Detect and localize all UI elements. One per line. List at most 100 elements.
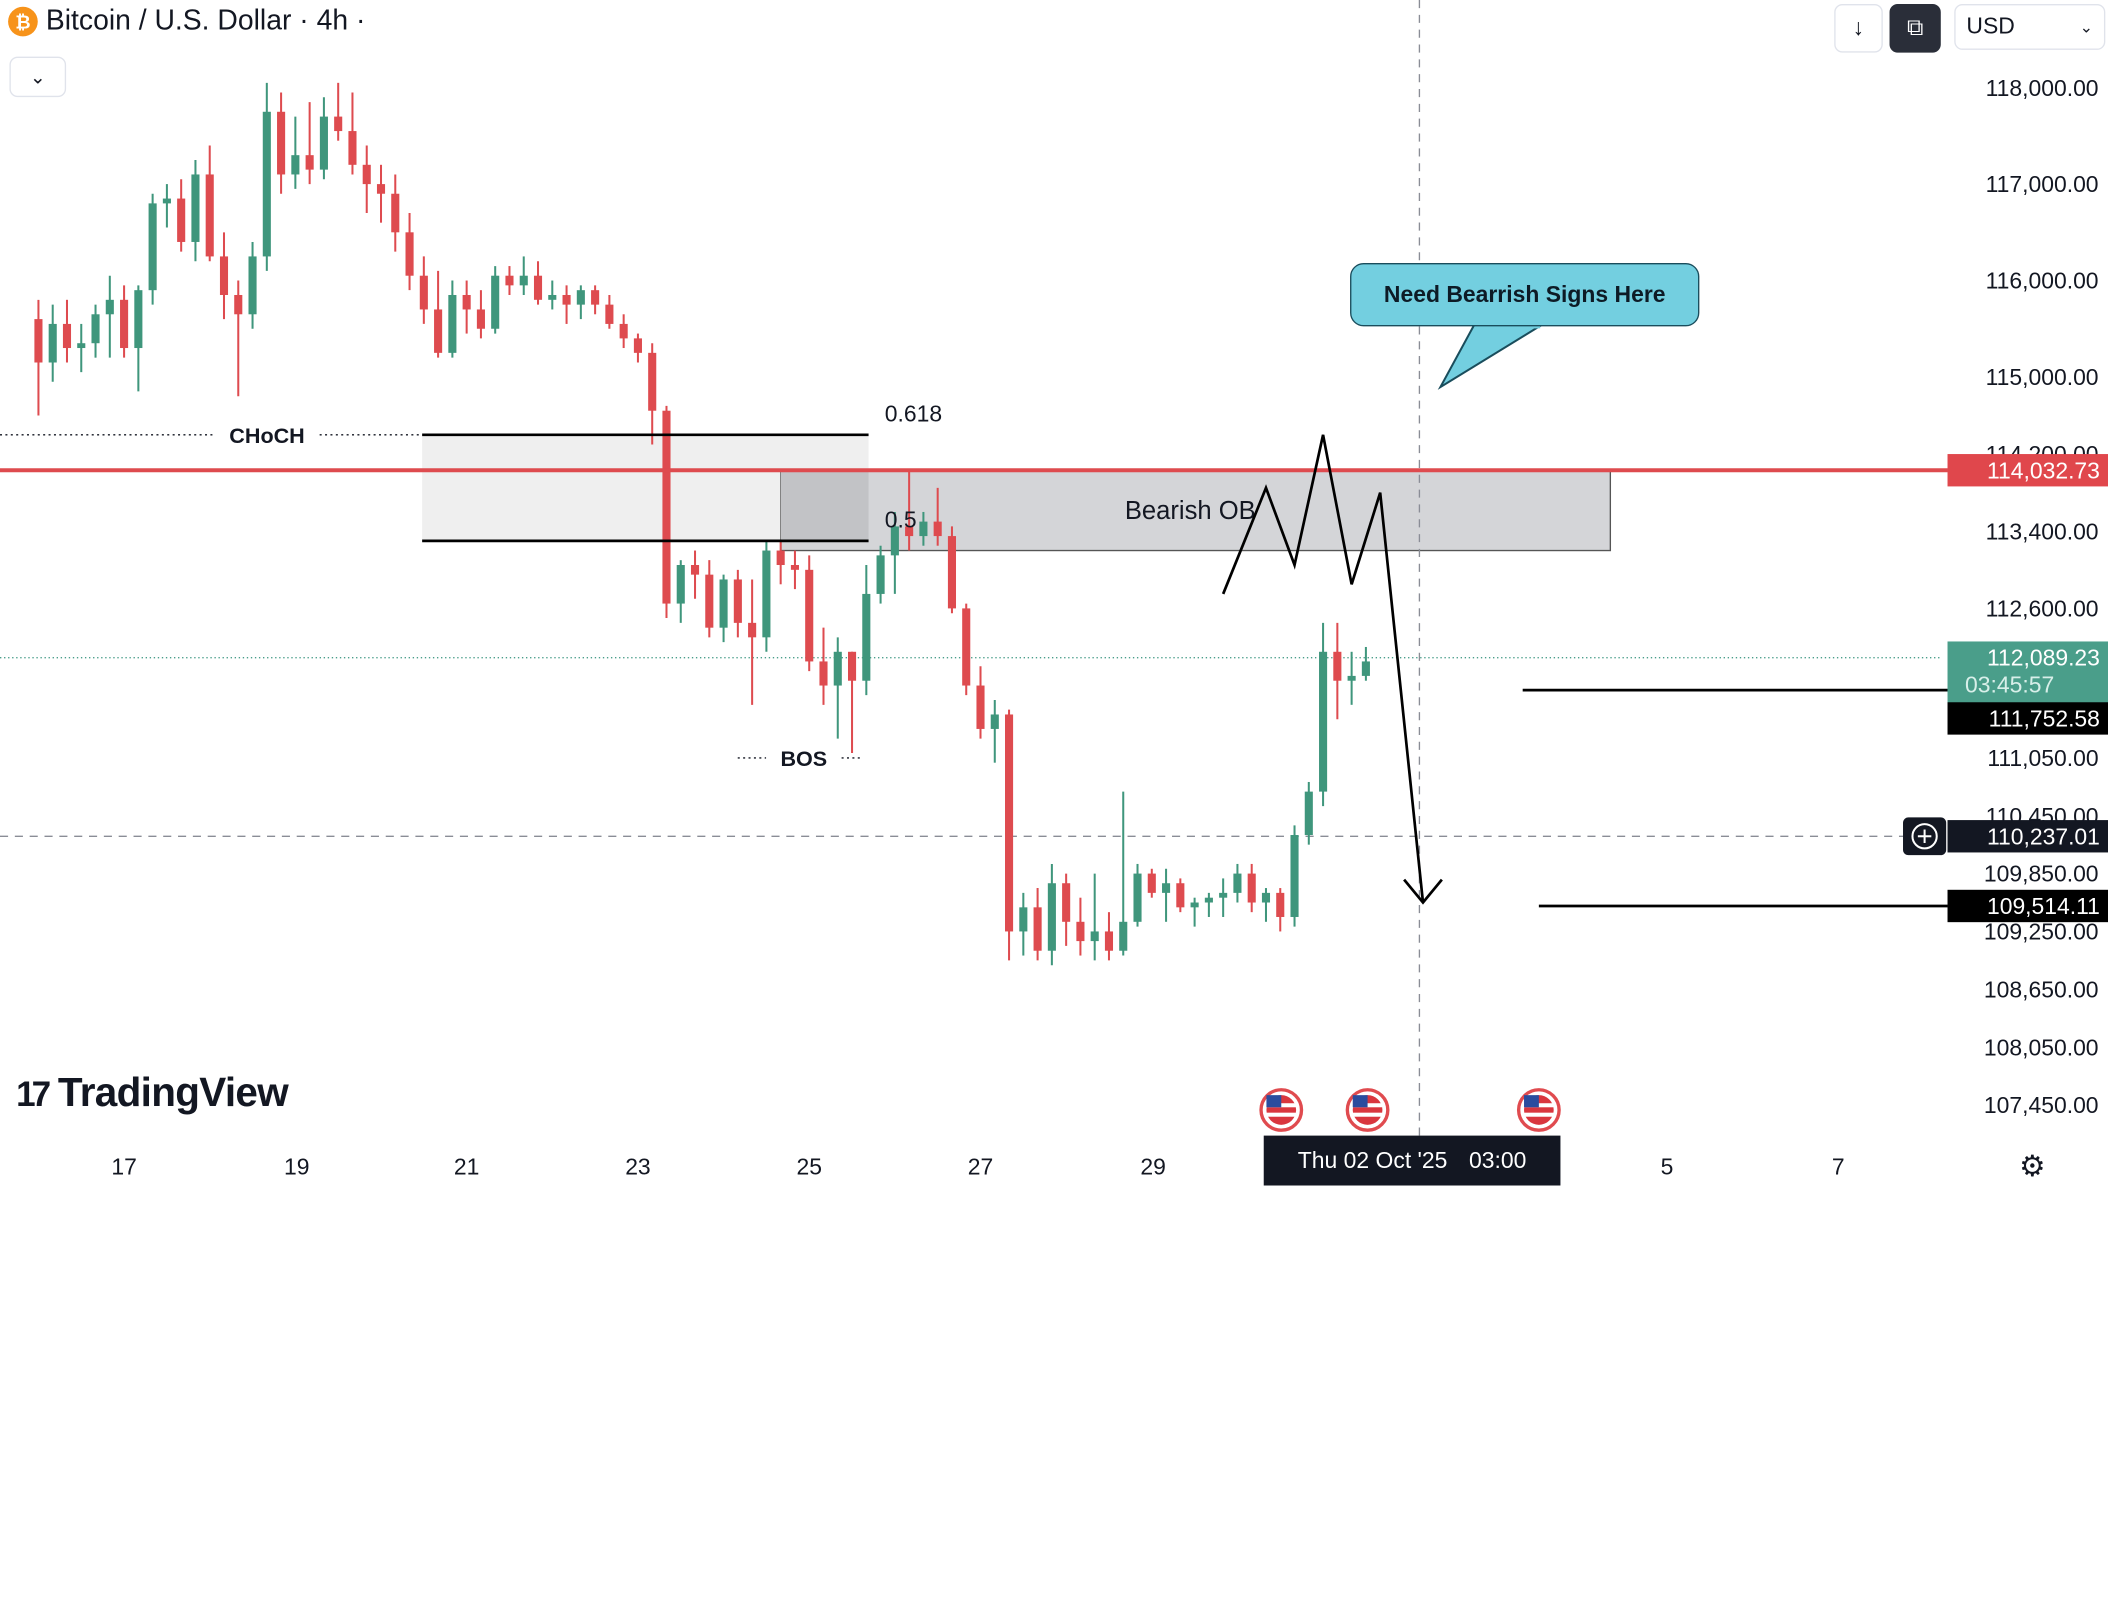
candle-body: [1204, 897, 1213, 903]
compare-button[interactable]: ⧉: [1889, 4, 1941, 53]
candle-body: [919, 521, 928, 537]
candle-body: [334, 116, 343, 132]
candle-body: [448, 294, 457, 353]
candle-body: [1304, 791, 1313, 836]
candle-body: [562, 294, 571, 305]
current-price-label: 112,089.23: [1987, 645, 2100, 671]
candle-body: [633, 338, 642, 353]
y-axis-tick: 116,000.00: [1986, 268, 2099, 294]
candle-body: [1233, 873, 1242, 893]
tradingview-logo[interactable]: 17 TradingView: [16, 1070, 289, 1117]
candle-body: [790, 565, 799, 570]
candle-body: [619, 323, 628, 339]
flag-stripe: [1266, 1112, 1297, 1117]
candle-body: [405, 232, 414, 276]
candle-body: [191, 174, 200, 242]
symbol-header[interactable]: ₿ Bitcoin / U.S. Dollar · 4h ·: [8, 5, 365, 37]
candle-body: [434, 309, 443, 353]
candle-body: [519, 275, 528, 286]
candle-body: [291, 155, 300, 175]
hover-date: Thu 02 Oct '25: [1297, 1147, 1448, 1173]
order-block-label: Bearish OB: [1125, 497, 1256, 525]
candle-body: [591, 290, 600, 305]
candle-body: [376, 184, 386, 194]
candle-body: [805, 569, 814, 662]
candle-body: [533, 275, 543, 300]
chevron-down-icon: ⌄: [29, 65, 46, 87]
bos-label: BOS: [780, 746, 827, 771]
candle-body: [705, 574, 714, 628]
candle-body: [120, 299, 129, 349]
candle-body: [462, 294, 471, 310]
download-button[interactable]: ↓: [1834, 4, 1883, 53]
candle-body: [1147, 873, 1156, 893]
x-axis-tick: 25: [796, 1154, 821, 1180]
candle-body: [1090, 931, 1099, 942]
candle-body: [205, 174, 214, 257]
flag-canton: [1352, 1095, 1368, 1108]
candle-body: [990, 714, 999, 729]
settings-icon[interactable]: ⚙: [2019, 1149, 2046, 1183]
flag-stripe: [1524, 1112, 1554, 1117]
candle-body: [1162, 883, 1171, 893]
candle-body: [1276, 892, 1285, 917]
candle-body: [1361, 661, 1370, 676]
collapse-legend-button[interactable]: ⌄: [9, 56, 67, 98]
candle-body: [762, 550, 771, 638]
compare-icon: ⧉: [1906, 14, 1924, 41]
us-flag-icon: [1516, 1088, 1561, 1132]
candle-body: [91, 314, 100, 344]
candle-body: [1290, 835, 1299, 917]
projected-path: [1221, 434, 1425, 903]
x-axis-tick: 7: [1832, 1154, 1845, 1180]
plus-circle-icon: [1911, 823, 1938, 850]
y-axis-tick: 107,450.00: [1984, 1092, 2099, 1118]
target-2-label: 109,514.11: [1987, 893, 2100, 919]
candle-body: [134, 290, 143, 349]
candle-body: [1033, 907, 1042, 951]
resistance-line-label: 114,032.73: [1987, 457, 2100, 483]
candle-body: [248, 256, 257, 315]
candle-body: [491, 275, 500, 329]
x-axis-tick: 17: [111, 1154, 136, 1180]
callout-box: Need Bearrish Signs Here: [1350, 262, 1700, 327]
bitcoin-icon: ₿: [8, 6, 38, 37]
order-block: [780, 469, 1612, 552]
candle-body: [1347, 675, 1356, 681]
candle-body: [733, 579, 742, 623]
candle-body: [476, 309, 485, 329]
price-chart[interactable]: 0.618 0.5 Bearish OB CHoCH BOS 118,000.00 117,…: [0, 0, 2108, 1191]
crosshair-label-bg: [1947, 820, 2108, 853]
candle-body: [362, 164, 371, 185]
candle-body: [319, 116, 328, 170]
candle-body: [1333, 651, 1342, 681]
us-flag-icon: [1345, 1088, 1390, 1132]
candle-body: [162, 198, 171, 204]
candle-body: [1119, 921, 1128, 951]
candle-body: [1005, 714, 1014, 932]
candle-body: [105, 299, 114, 315]
candle-body: [505, 275, 514, 286]
candle-body: [348, 131, 357, 165]
currency-select[interactable]: USD ⌄: [1954, 4, 2106, 50]
x-axis-tick: 5: [1661, 1154, 1674, 1180]
candle-body: [676, 565, 685, 604]
candle-body: [576, 290, 585, 305]
candle-body: [776, 550, 785, 566]
candle-body: [947, 536, 957, 609]
current-price-label-bg: [1947, 641, 2108, 704]
candle-body: [862, 593, 871, 681]
candle-body: [48, 323, 57, 363]
candle-body: [1176, 883, 1185, 908]
candle-body: [34, 319, 43, 363]
candle-body: [1319, 651, 1328, 792]
candle-body: [1219, 892, 1228, 898]
tradingview-logo-text: TradingView: [57, 1070, 289, 1116]
candle-body: [648, 352, 657, 411]
order-block-overlap: [780, 470, 869, 541]
candle-body: [305, 155, 314, 170]
candle-body: [933, 521, 942, 537]
y-axis-tick: 113,400.00: [1986, 518, 2099, 544]
candle-body: [605, 304, 614, 324]
currency-value: USD: [1966, 13, 2015, 40]
